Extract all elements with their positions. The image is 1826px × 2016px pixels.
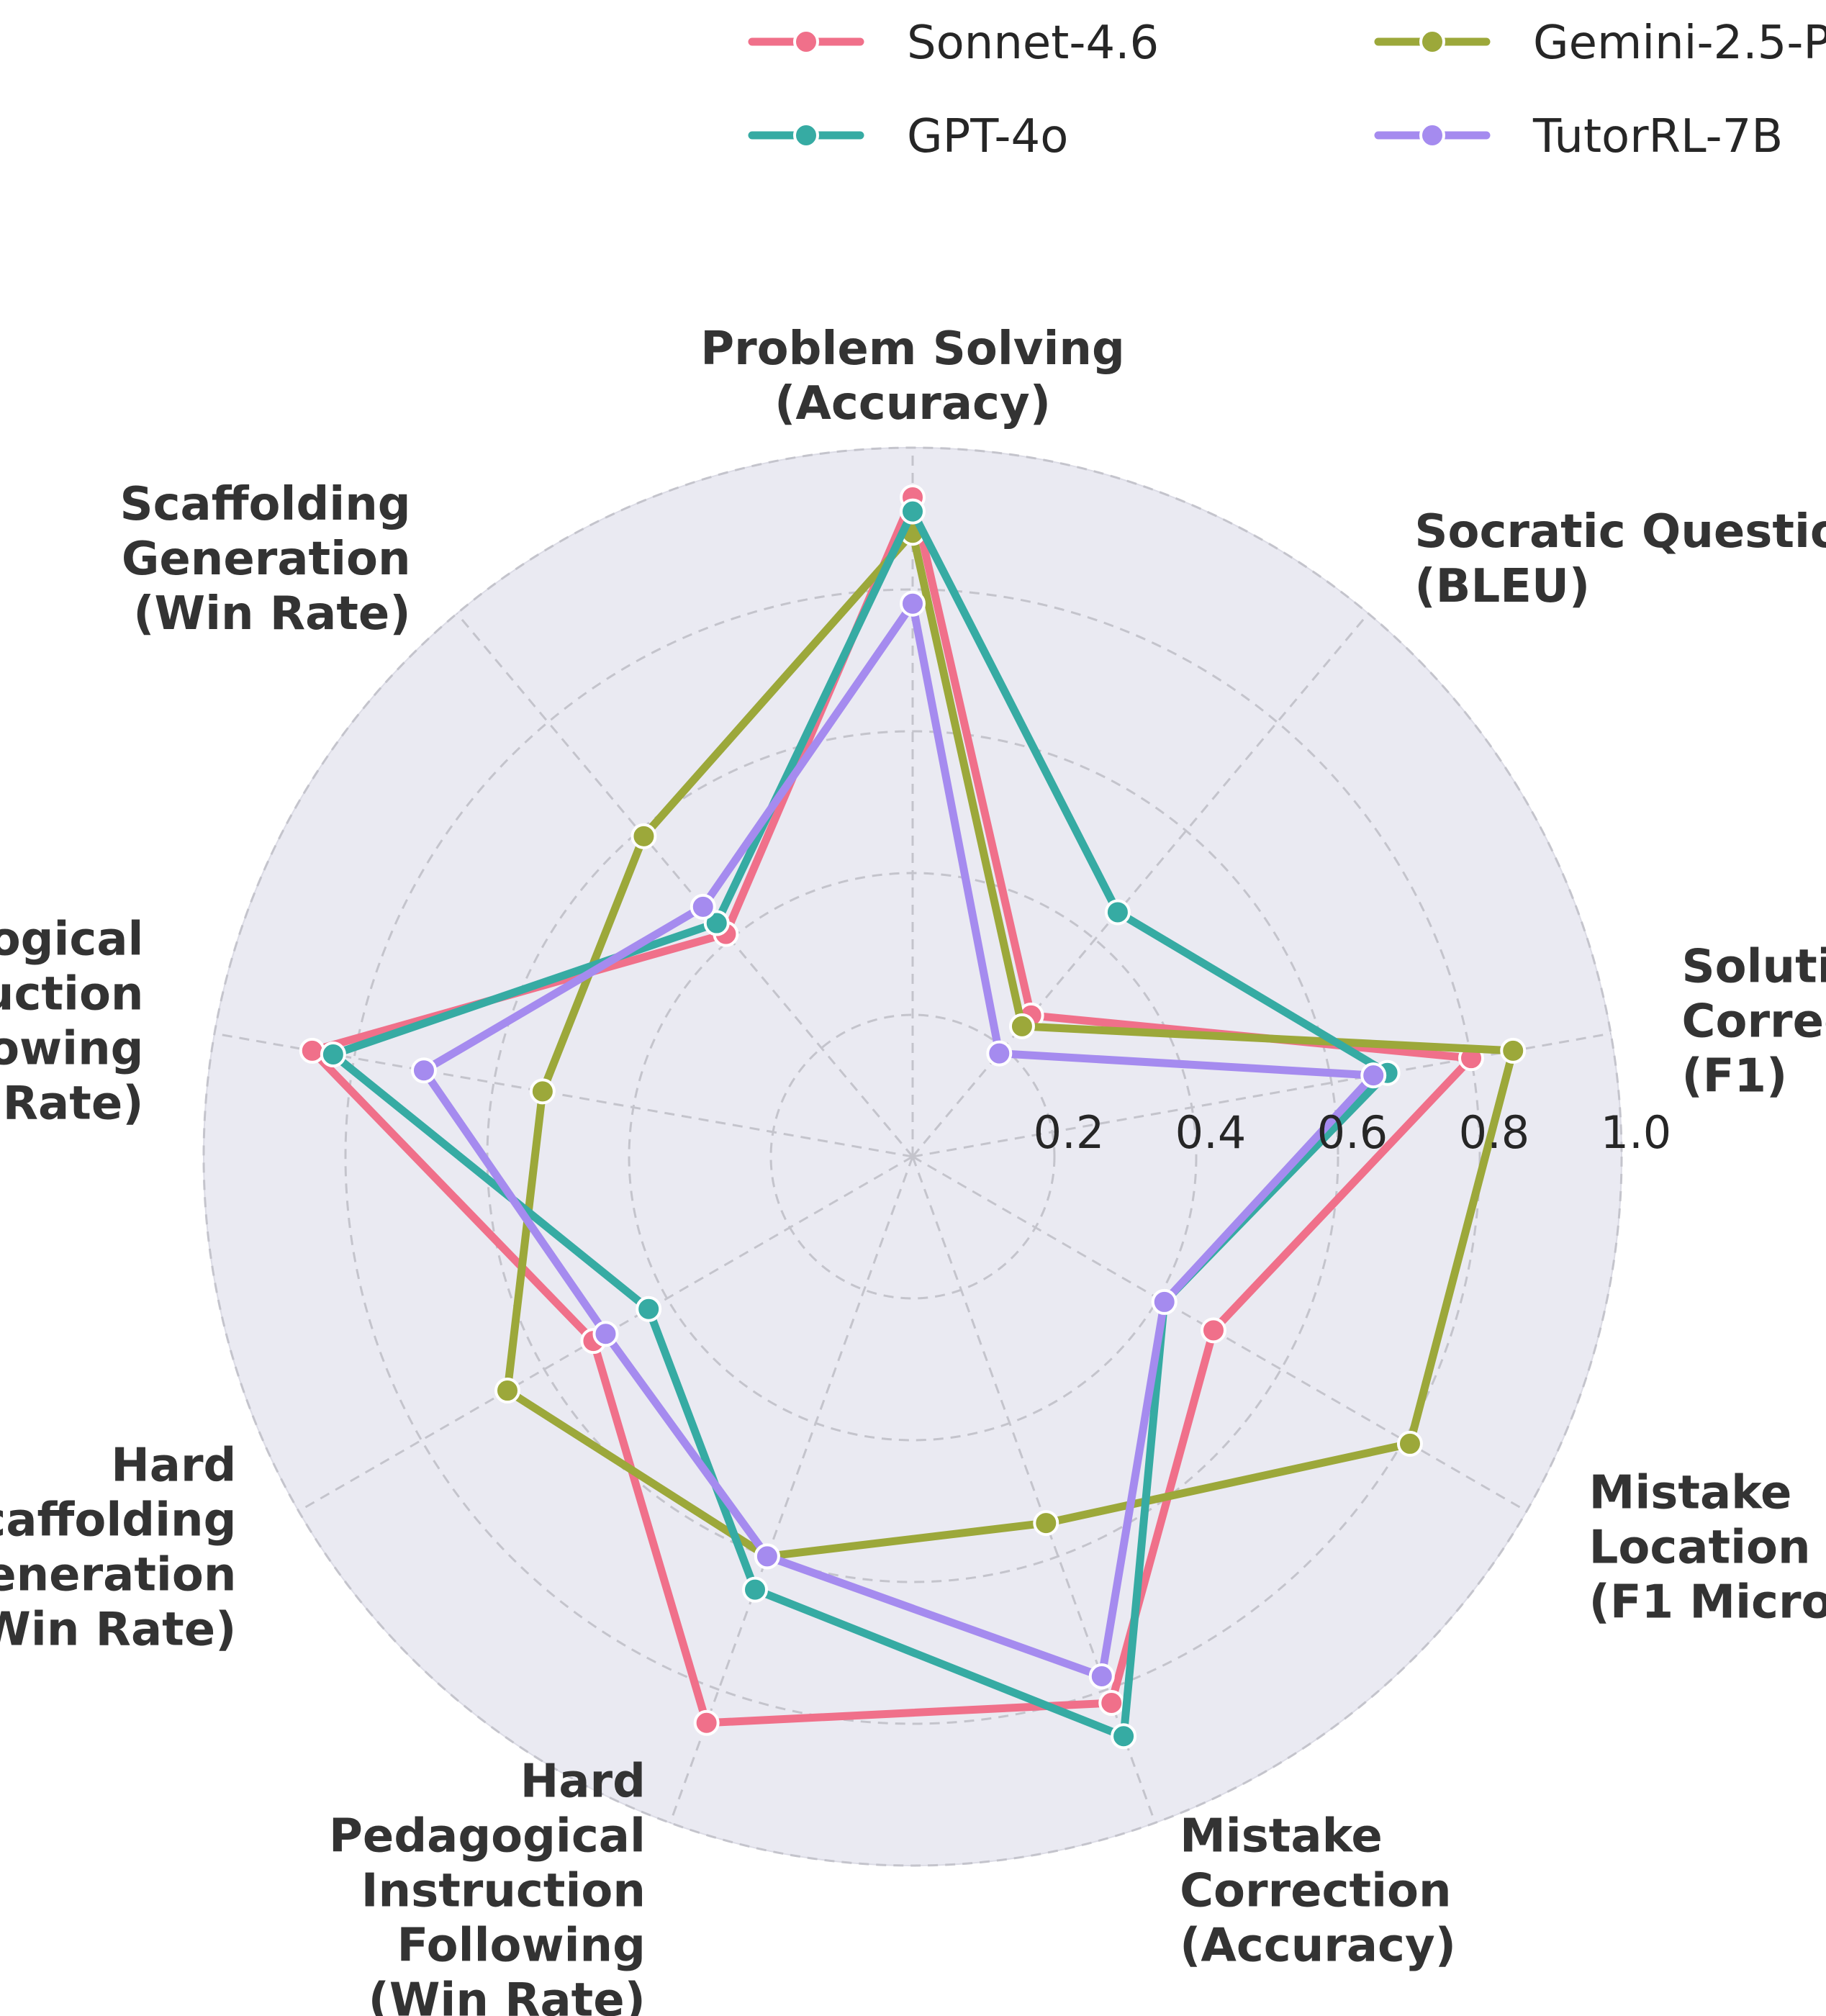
data-point-Sonnet-4.6-4 xyxy=(1200,1317,1226,1344)
legend-marker xyxy=(793,122,819,148)
legend-label: Sonnet-4.6 xyxy=(907,17,1159,70)
legend-item-GPT-4o: GPT-4o xyxy=(748,110,1068,163)
axis-label-2: Socratic Questioning(BLEU) xyxy=(1414,505,1826,613)
grid-ring-1 xyxy=(769,1013,1056,1300)
data-point-TutorRL-7B-2 xyxy=(986,1040,1013,1067)
legend-item-Gemini-2.5-Pro: Gemini-2.5-Pro xyxy=(1374,17,1826,70)
data-point-GPT-4o-9 xyxy=(703,910,730,936)
data-point-Gemini-2.5-Pro-2 xyxy=(1008,1013,1035,1039)
data-point-GPT-4o-7 xyxy=(636,1296,662,1322)
legend-label: TutorRL-7B xyxy=(1532,110,1783,163)
data-point-Gemini-2.5-Pro-9 xyxy=(630,823,657,849)
data-point-Sonnet-4.6-5 xyxy=(1098,1689,1125,1716)
series-layer xyxy=(299,484,1527,1750)
data-point-GPT-4o-1 xyxy=(900,498,926,525)
grid-spoke-3 xyxy=(912,1032,1612,1158)
axis-labels: Problem Solving (Accuracy) Socratic Questi… xyxy=(0,322,1826,2016)
radial-tick-labels: 0.2 0.4 0.6 0.8 1.0 xyxy=(1034,1106,1672,1159)
data-point-GPT-4o-8 xyxy=(320,1041,346,1068)
data-point-TutorRL-7B-7 xyxy=(592,1321,619,1347)
r-tick-label-3: 0.6 xyxy=(1317,1106,1388,1159)
data-point-Sonnet-4.6-6 xyxy=(693,1709,720,1736)
data-point-Gemini-2.5-Pro-5 xyxy=(1033,1510,1059,1537)
r-tick-label-4: 0.8 xyxy=(1459,1106,1530,1159)
r-tick-label-1: 0.2 xyxy=(1034,1106,1105,1159)
legend-marker xyxy=(1419,122,1445,148)
axis-label-9: Scaffolding Generation (Win Rate) xyxy=(119,478,410,641)
axis-label-1: Problem Solving (Accuracy) xyxy=(700,322,1125,430)
data-point-Gemini-2.5-Pro-4 xyxy=(1396,1430,1423,1457)
legend-label: Gemini-2.5-Pro xyxy=(1533,17,1826,70)
data-point-Gemini-2.5-Pro-3 xyxy=(1500,1037,1527,1064)
axis-label-6: Hard Pedagogical Instruction Following (Win … xyxy=(329,1755,646,2016)
legend: Sonnet-4.6 Gemini-2.5-Pro GPT-4o TutorRL-7B xyxy=(748,17,1826,163)
series-line-GPT-4o xyxy=(329,507,1392,1740)
legend-item-Sonnet-4.6: Sonnet-4.6 xyxy=(748,17,1159,70)
data-point-TutorRL-7B-6 xyxy=(754,1543,780,1570)
r-tick-label-5: 1.0 xyxy=(1601,1106,1672,1159)
series-line-TutorRL-7B xyxy=(420,600,1378,1681)
data-point-TutorRL-7B-1 xyxy=(900,590,926,617)
data-point-Sonnet-4.6-8 xyxy=(299,1037,325,1064)
data-point-GPT-4o-5 xyxy=(1111,1723,1137,1750)
r-tick-label-2: 0.4 xyxy=(1175,1106,1247,1159)
legend-marker xyxy=(1419,29,1445,55)
legend-marker xyxy=(793,29,819,55)
series-TutorRL-7B xyxy=(410,590,1387,1689)
data-point-TutorRL-7B-5 xyxy=(1088,1663,1115,1689)
legend-label: GPT-4o xyxy=(907,110,1068,163)
data-point-GPT-4o-6 xyxy=(742,1576,769,1603)
axis-label-5: Mistake Correction (Accuracy) xyxy=(1180,1810,1456,1973)
grid-spoke-9 xyxy=(456,613,914,1157)
plot-area: Problem Solving (Accuracy) Socratic Questi… xyxy=(0,322,1826,2016)
data-point-TutorRL-7B-9 xyxy=(690,893,716,920)
data-point-Gemini-2.5-Pro-7 xyxy=(494,1378,520,1404)
data-point-TutorRL-7B-3 xyxy=(1360,1062,1387,1089)
data-point-Gemini-2.5-Pro-8 xyxy=(529,1078,556,1105)
data-point-TutorRL-7B-8 xyxy=(410,1057,437,1084)
data-point-TutorRL-7B-4 xyxy=(1151,1288,1178,1315)
axis-label-7: HardScaffoldingGeneration(Win Rate) xyxy=(0,1439,236,1657)
grid-spoke-2 xyxy=(911,613,1370,1157)
legend-item-TutorRL-7B: TutorRL-7B xyxy=(1374,110,1783,163)
grid-ring-4 xyxy=(344,588,1481,1725)
data-point-GPT-4o-2 xyxy=(1104,899,1131,926)
axis-label-3: SolutionCorrectness(F1) xyxy=(1682,941,1826,1103)
